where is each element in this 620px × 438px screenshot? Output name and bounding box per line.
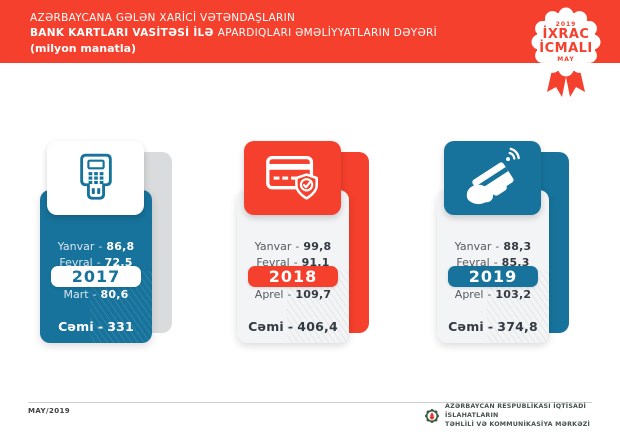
total-value: 331 — [107, 319, 134, 334]
title-line-2-rest: APARDIQLARI ƏMƏLİYYATLARIN DƏYƏRİ — [217, 27, 438, 39]
title-line-2: BANK KARTLARI VASİTƏSİ İLƏ APARDIQLARI ƏM… — [30, 26, 437, 41]
month-label: Fevral — [256, 256, 290, 269]
month-row: Yanvar -86,8 — [40, 239, 152, 255]
month-label: Aprel — [454, 288, 484, 301]
year-card-2017: Yanvar-86,8 Fevral-72,5 Mart-91,1 Mart-8… — [40, 140, 180, 352]
total-row: Cəmi -374,8 — [437, 319, 549, 334]
year-card-2019: Yanvar-88,3 Fevral-85,3 Mart-98 Aprel-10… — [437, 140, 577, 352]
month-value: 88,3 — [503, 240, 532, 253]
month-row: Fevral -85,3 — [437, 255, 549, 271]
total-label: Cəmi — [248, 319, 284, 334]
card-icon-box — [444, 141, 541, 215]
card-icon-box — [244, 141, 341, 215]
title-line-2-bold: BANK KARTLARI VASİTƏSİ İLƏ — [30, 27, 214, 39]
credit-card-shield-icon — [265, 156, 318, 200]
badge-title-2: İCMALI — [539, 41, 593, 56]
badge-title-1: İXRAC — [542, 27, 590, 42]
export-review-badge: 2019 İXRAC İCMALI MAY — [527, 5, 605, 105]
month-value: 103,2 — [495, 288, 532, 301]
month-row: Fevral -72,5 — [40, 255, 152, 271]
year-pill: 2017 — [51, 266, 141, 287]
dash-separator: - — [287, 319, 294, 334]
dash-separator: - — [92, 288, 97, 301]
total-row: Cəmi -331 — [40, 319, 152, 334]
badge-year: 2019 — [555, 21, 577, 28]
organization-name: AZƏRBAYCAN RESPUBLİKASI İQTİSADİ İSLAHAT… — [445, 402, 620, 429]
dash-separator: - — [295, 240, 300, 253]
month-values: Yanvar-99,8 Fevral-91,1 Mart-105,8 Aprel… — [237, 239, 349, 303]
year-label: 2017 — [71, 267, 121, 286]
card-icon-box — [47, 141, 144, 215]
month-label: Yanvar — [254, 240, 292, 253]
organization-line-1: AZƏRBAYCAN RESPUBLİKASI İQTİSADİ İSLAHAT… — [445, 403, 587, 419]
dash-separator: - — [493, 256, 498, 269]
month-label: Fevral — [59, 256, 93, 269]
dash-separator: - — [287, 288, 292, 301]
total-label: Cəmi — [448, 319, 484, 334]
total-value: 406,4 — [297, 319, 338, 334]
dash-separator: - — [487, 288, 492, 301]
page-title: AZƏRBAYCANA GƏLƏN XARİCİ VƏTƏNDAŞLARIN B… — [30, 11, 437, 57]
month-label: Fevral — [456, 256, 490, 269]
month-value: 80,6 — [100, 288, 129, 301]
month-label: Yanvar — [57, 240, 95, 253]
month-label: Aprel — [254, 288, 284, 301]
month-values: Yanvar-88,3 Fevral-85,3 Mart-98 Aprel-10… — [437, 239, 549, 303]
month-value: 91,1 — [301, 256, 330, 269]
title-unit: (milyon manatla) — [30, 42, 137, 55]
organization-line-2: TƏHLİLİ VƏ KOMMUNİKASİYA MƏRKƏZİ — [445, 421, 591, 428]
badge-month: MAY — [557, 56, 575, 63]
contactless-payment-hand-icon — [466, 147, 520, 205]
year-pill: 2019 — [448, 266, 538, 287]
month-row: Aprel -103,2 — [437, 287, 549, 303]
month-value: 86,8 — [106, 240, 135, 253]
title-line-1: AZƏRBAYCANA GƏLƏN XARİCİ VƏTƏNDAŞLARIN — [30, 12, 296, 24]
total-row: Cəmi -406,4 — [237, 319, 349, 334]
total-label: Cəmi — [58, 319, 94, 334]
year-label: 2018 — [268, 267, 318, 286]
month-label: Yanvar — [454, 240, 492, 253]
month-value: 109,7 — [295, 288, 332, 301]
month-value: 99,8 — [303, 240, 332, 253]
year-pill: 2018 — [248, 266, 338, 287]
dash-separator: - — [293, 256, 298, 269]
footer-organization: AZƏRBAYCAN RESPUBLİKASI İQTİSADİ İSLAHAT… — [424, 402, 620, 429]
year-card-2018: Yanvar-99,8 Fevral-91,1 Mart-105,8 Aprel… — [237, 140, 377, 352]
month-value: 85,3 — [501, 256, 530, 269]
issue-date: MAY/2019 — [28, 407, 71, 415]
rosette-ribbon-icon — [531, 7, 601, 97]
month-label: Mart — [63, 288, 89, 301]
month-row: Fevral -91,1 — [237, 255, 349, 271]
dash-separator: - — [487, 319, 494, 334]
total-value: 374,8 — [497, 319, 538, 334]
month-row: Yanvar -88,3 — [437, 239, 549, 255]
footer-divider — [28, 402, 592, 403]
azerbaijan-state-emblem-icon — [424, 408, 440, 423]
month-row: Yanvar -99,8 — [237, 239, 349, 255]
dash-separator: - — [98, 240, 103, 253]
month-value: 72,5 — [104, 256, 133, 269]
month-row: Mart -80,6 — [40, 287, 152, 303]
pos-terminal-icon — [79, 153, 112, 200]
year-label: 2019 — [468, 267, 518, 286]
dash-separator: - — [96, 256, 101, 269]
month-row: Aprel -109,7 — [237, 287, 349, 303]
header-band: AZƏRBAYCANA GƏLƏN XARİCİ VƏTƏNDAŞLARIN B… — [0, 0, 620, 63]
badge-text: 2019 İXRAC İCMALI MAY — [536, 12, 596, 72]
dash-separator: - — [97, 319, 104, 334]
dash-separator: - — [495, 240, 500, 253]
